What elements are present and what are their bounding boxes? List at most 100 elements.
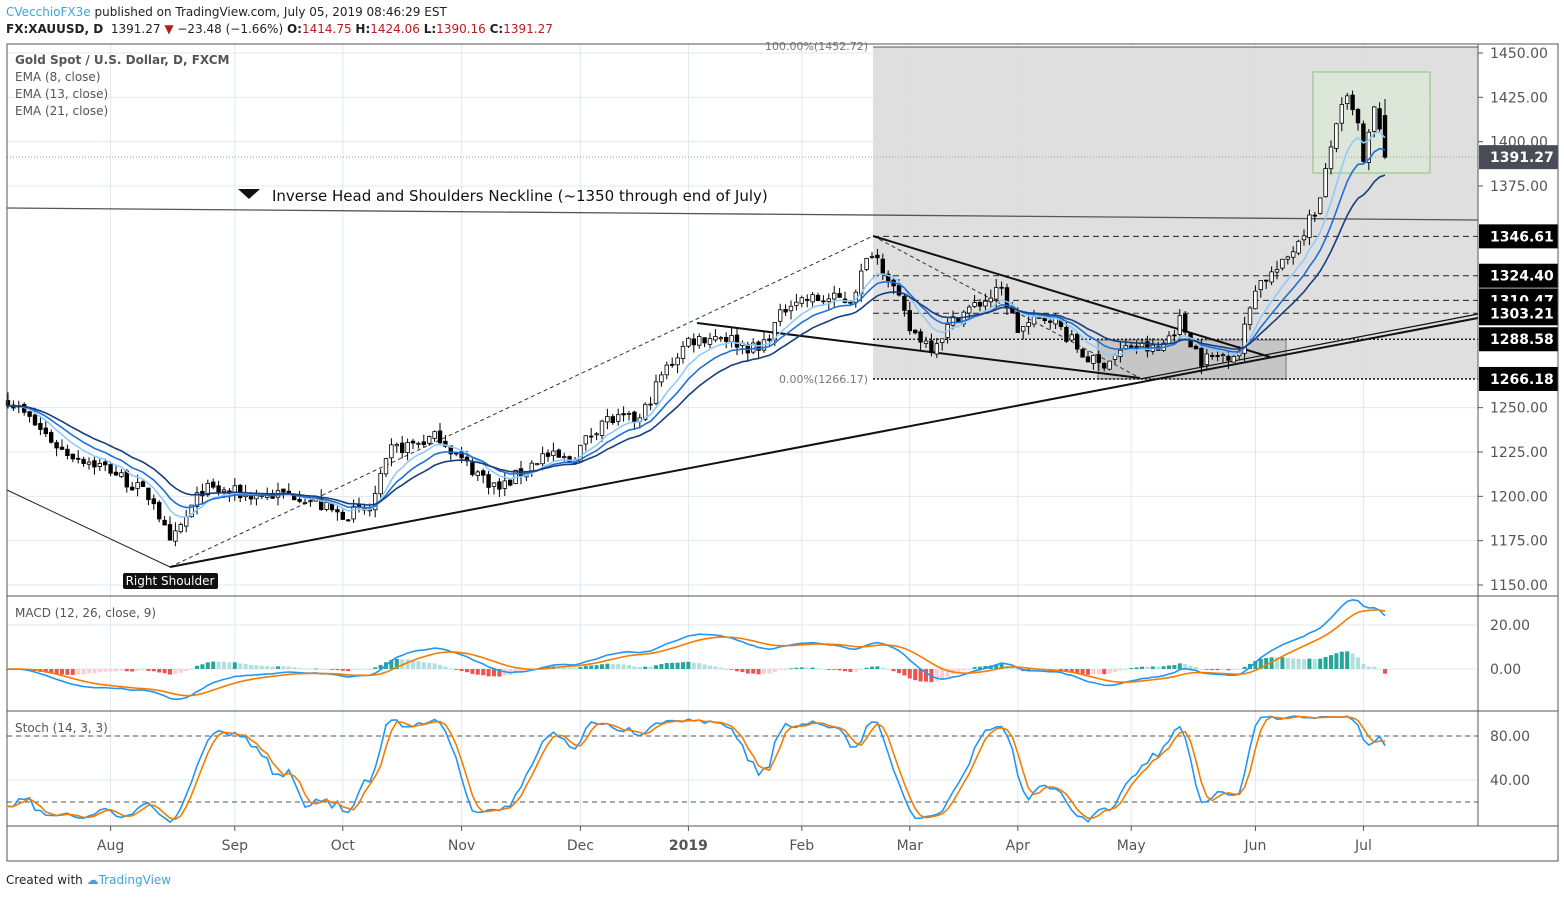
- macd-histogram-bar: [621, 664, 626, 669]
- candle-down: [54, 442, 59, 449]
- macd-histogram-bar: [1210, 669, 1215, 670]
- candle-down: [437, 430, 443, 444]
- macd-histogram-bar: [675, 662, 680, 669]
- macd-histogram-bar: [994, 664, 999, 669]
- stoch-panel[interactable]: 80.00 40.00: [7, 715, 1530, 824]
- macd-histogram-bar: [1215, 669, 1220, 671]
- candle-down: [65, 448, 70, 456]
- candle-down: [38, 423, 43, 430]
- price-level-badge: [1479, 224, 1558, 249]
- candle-up: [1307, 214, 1312, 238]
- macd-histogram-bar: [157, 669, 162, 673]
- candle-down: [81, 458, 86, 465]
- candle-down: [1183, 313, 1188, 333]
- macd-histogram-bar: [470, 669, 475, 674]
- candle-down: [216, 485, 221, 493]
- macd-histogram-bar: [81, 669, 86, 675]
- candle-down: [977, 302, 983, 307]
- macd-histogram-bar: [875, 666, 880, 669]
- fib-dashed-line[interactable]: [169, 235, 874, 568]
- candle-down: [108, 464, 113, 474]
- wedge-lower-line[interactable]: [696, 322, 1141, 379]
- price-tick-label: 1200.00: [1490, 489, 1548, 505]
- macd-histogram-bar: [173, 669, 178, 675]
- candle-up: [135, 482, 140, 489]
- candle-down: [410, 440, 416, 444]
- candle-down: [448, 445, 453, 455]
- candle-up: [1296, 240, 1301, 254]
- legend-stoch[interactable]: Stoch (14, 3, 3): [15, 721, 108, 735]
- support-trendline[interactable]: [169, 317, 1479, 568]
- macd-histogram-bar: [443, 666, 448, 669]
- macd-histogram-bar: [1356, 657, 1360, 669]
- macd-histogram-bar: [735, 669, 739, 672]
- stoch-k-line: [7, 715, 1386, 824]
- wedge-upper-line[interactable]: [872, 235, 1271, 358]
- candle-down: [1096, 354, 1101, 363]
- macd-histogram-bar: [340, 669, 345, 671]
- macd-histogram-bar: [934, 669, 939, 682]
- candle-up: [389, 444, 394, 459]
- macd-histogram-bar: [907, 669, 912, 679]
- macd-histogram-bar: [286, 666, 291, 669]
- macd-histogram-bar: [880, 667, 885, 669]
- macd-histogram-bar: [1075, 669, 1080, 674]
- macd-histogram-bar: [610, 664, 615, 669]
- symbol-line: FX:XAUUSD, D 1391.27 ▼ −23.48 (−1.66%) O…: [6, 22, 553, 36]
- macd-histogram-bar: [303, 668, 307, 670]
- candle-up: [940, 338, 945, 343]
- x-tick-label: Jun: [1243, 838, 1266, 854]
- candle-down: [1210, 355, 1215, 357]
- right-shoulder-badge[interactable]: [123, 573, 218, 589]
- candle-up: [713, 336, 718, 341]
- candle-up: [535, 463, 540, 466]
- x-tick-label: Dec: [567, 838, 594, 854]
- neckline-annotation[interactable]: Inverse Head and Shoulders Neckline (~13…: [272, 187, 768, 205]
- legend-ema21[interactable]: EMA (21, close): [15, 104, 109, 118]
- macd-histogram-bar: [1345, 651, 1350, 669]
- macd-histogram-bar: [664, 662, 669, 669]
- macd-histogram-bar: [162, 669, 167, 674]
- macd-histogram-bar: [1318, 658, 1323, 669]
- legend-ema8[interactable]: EMA (8, close): [15, 70, 101, 84]
- macd-histogram-bar: [1269, 657, 1274, 669]
- macd-histogram-bar: [313, 668, 318, 670]
- candle-up: [562, 456, 567, 458]
- candle-down: [1048, 320, 1053, 323]
- macd-histogram-bar: [1069, 669, 1074, 673]
- trendline-left[interactable]: [6, 489, 171, 568]
- tradingview-link[interactable]: ☁TradingView: [87, 873, 172, 887]
- candle-down: [151, 498, 156, 505]
- macd-histogram-bar: [745, 669, 750, 674]
- macd-histogram-bar: [691, 662, 696, 669]
- macd-histogram-bar: [1134, 667, 1139, 669]
- candle-up: [416, 442, 421, 445]
- candle-up: [189, 504, 194, 518]
- close-label: C:: [489, 22, 504, 36]
- candle-down: [345, 519, 351, 522]
- fib-dashed-line-2[interactable]: [872, 235, 1141, 379]
- macd-histogram-bar: [686, 661, 691, 669]
- price-level-badge: [1479, 145, 1558, 170]
- candle-up: [983, 300, 988, 307]
- candle-up: [1301, 235, 1307, 241]
- macd-histogram-bar: [394, 658, 399, 669]
- macd-histogram-bar: [1194, 666, 1198, 669]
- macd-histogram-bar: [767, 669, 772, 674]
- macd-panel[interactable]: 20.00 0.00: [6, 599, 1530, 701]
- legend-ema13[interactable]: EMA (13, close): [15, 87, 109, 101]
- neckline[interactable]: [6, 207, 1479, 221]
- macd-histogram-bar: [1307, 658, 1312, 669]
- signal-line: [7, 609, 1386, 697]
- macd-histogram-bar: [524, 669, 529, 672]
- macd-histogram-bar: [967, 668, 972, 670]
- macd-histogram-bar: [794, 667, 799, 669]
- macd-histogram-bar: [859, 669, 864, 670]
- macd-histogram-bar: [1096, 669, 1101, 675]
- legend-macd[interactable]: MACD (12, 26, close, 9): [15, 606, 157, 620]
- author-link[interactable]: CVecchioFX3e: [6, 5, 91, 19]
- support-trendline-2[interactable]: [1139, 313, 1479, 380]
- candle-up: [183, 516, 189, 527]
- macd-histogram-bar: [1161, 666, 1166, 669]
